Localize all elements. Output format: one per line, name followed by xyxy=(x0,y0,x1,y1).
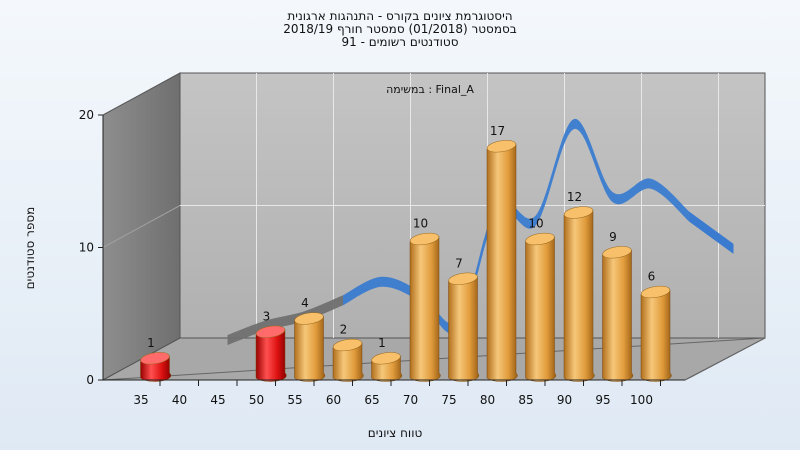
bar-body xyxy=(448,275,480,382)
bar-top xyxy=(486,140,517,153)
y-axis-label: מספר סטודנטים xyxy=(23,206,37,290)
bar-top xyxy=(294,312,324,325)
x-tick-label: 95 xyxy=(595,393,610,407)
x-tick-label: 90 xyxy=(557,393,572,407)
y-tick-label: 10 xyxy=(79,241,94,255)
x-tick-label: 40 xyxy=(172,393,187,407)
x-tick-label: 70 xyxy=(403,393,418,407)
bar-value-label: 2 xyxy=(340,323,348,337)
x-tick-label: 35 xyxy=(133,393,148,407)
x-tick-label: 55 xyxy=(287,393,302,407)
bar-value-label: 10 xyxy=(528,217,543,231)
bar-top xyxy=(640,285,671,299)
bar-top xyxy=(448,272,478,285)
bar-top xyxy=(409,232,440,246)
bar-body xyxy=(332,342,364,382)
bar-body xyxy=(294,315,326,382)
bar-body xyxy=(563,209,595,382)
bar-value-label: 3 xyxy=(263,309,271,323)
x-tick-label: 50 xyxy=(249,393,264,407)
bar-body xyxy=(525,236,557,382)
bar-top xyxy=(371,352,401,365)
bar-body xyxy=(409,236,441,382)
bar-top xyxy=(255,325,286,338)
y-tick-label: 20 xyxy=(79,108,94,122)
bar-value-label: 10 xyxy=(413,217,428,231)
title-line-1: היסטוגרמת ציונים בקורס - התנהגות ארגונית xyxy=(287,9,513,23)
bar-top xyxy=(525,232,555,246)
bar-value-label: 7 xyxy=(455,256,463,270)
x-tick-label: 45 xyxy=(210,393,225,407)
bar-value-label: 1 xyxy=(378,336,386,350)
curve-tail xyxy=(689,211,734,254)
x-tick-label: 100 xyxy=(630,393,653,407)
task-annotation: במשימה : Final_A xyxy=(386,83,474,96)
bar-body xyxy=(486,143,518,382)
bar-body xyxy=(640,289,672,382)
bar-body xyxy=(602,249,634,382)
bar-top xyxy=(332,338,363,352)
y-tick-label: 0 xyxy=(86,373,94,387)
bar-body xyxy=(255,328,287,382)
bar-value-label: 1 xyxy=(147,336,155,350)
chart-title: היסטוגרמת ציונים בקורס - התנהגות ארגונית… xyxy=(0,10,800,49)
x-tick-label: 65 xyxy=(364,393,379,407)
bar-value-label: 4 xyxy=(301,296,309,310)
title-line-2: בסמסטר (01/2018) סמסטר חורף 2018/19 xyxy=(283,22,517,36)
x-tick-label: 60 xyxy=(326,393,341,407)
bar-value-label: 9 xyxy=(609,230,617,244)
bar-value-label: 6 xyxy=(648,270,656,284)
x-axis-label: טווח ציונים xyxy=(367,426,423,440)
title-line-3: סטודנטים רשומים - 91 xyxy=(341,35,459,49)
bar-top xyxy=(563,206,594,219)
grid-line-wall xyxy=(102,205,181,248)
x-tick-label: 85 xyxy=(518,393,533,407)
x-tick-label: 75 xyxy=(441,393,456,407)
x-tick-label: 80 xyxy=(480,393,495,407)
bar-value-label: 12 xyxy=(567,190,582,204)
bar-top xyxy=(602,246,632,259)
bar-top xyxy=(140,352,170,365)
bar-value-label: 17 xyxy=(490,124,505,138)
